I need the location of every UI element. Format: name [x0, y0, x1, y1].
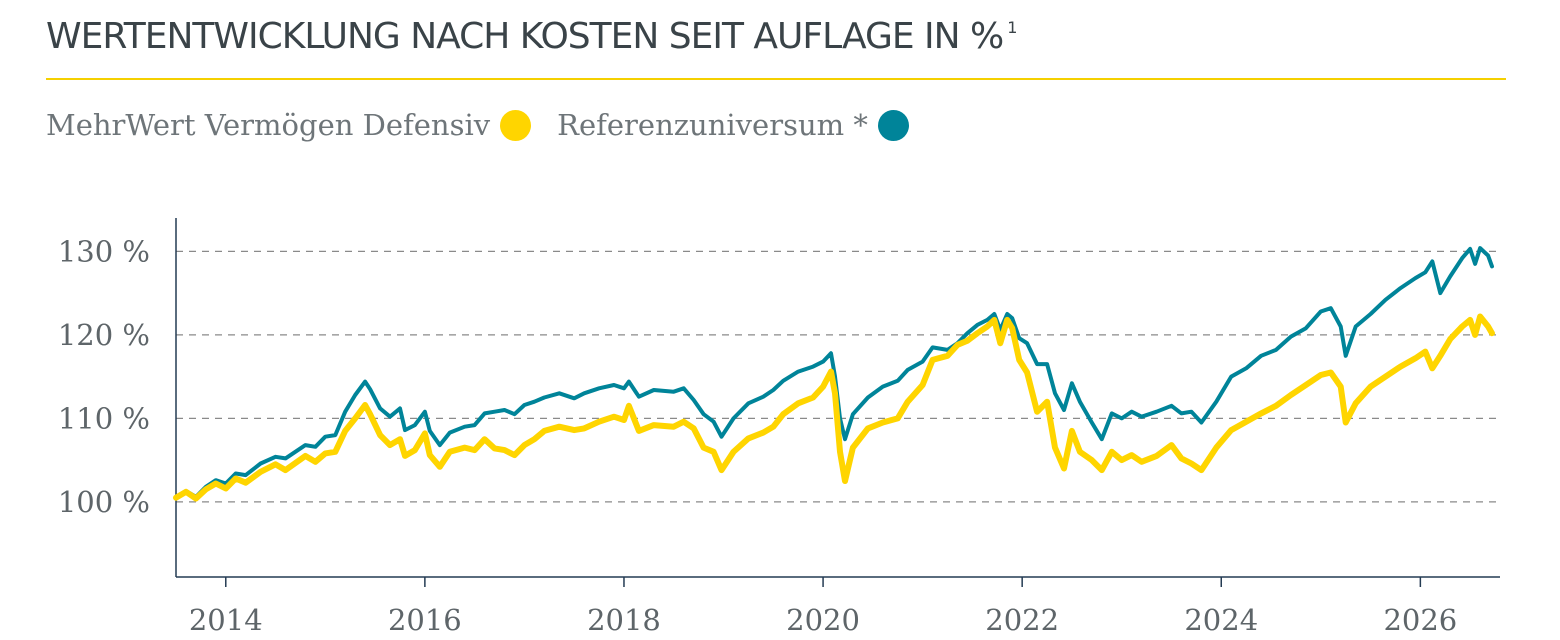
legend-item-reference: Referenzuniversum * — [557, 108, 909, 142]
series-line-fund — [173, 313, 1495, 502]
x-tick-label-2022: 2022 — [985, 603, 1059, 637]
chart-title: WERTENTWICKLUNG NACH KOSTEN SEIT AUFLAGE… — [46, 16, 1017, 57]
chart-title-text: WERTENTWICKLUNG NACH KOSTEN SEIT AUFLAGE… — [46, 16, 1004, 57]
legend-item-fund: MehrWert Vermögen Defensiv — [46, 108, 532, 142]
x-tick-label-2020: 2020 — [786, 603, 860, 637]
footnote-mark: 1 — [1007, 18, 1017, 37]
y-tick-label-130: 130 % — [58, 234, 150, 268]
x-tick-label-2016: 2016 — [388, 603, 462, 637]
legend-swatch-fund — [500, 109, 532, 141]
y-tick-label-120: 120 % — [58, 318, 150, 352]
y-tick-label-110: 110 % — [58, 401, 150, 435]
title-divider — [46, 78, 1506, 80]
legend: MehrWert Vermögen Defensiv Referenzunive… — [46, 108, 935, 142]
y-tick-label-100: 100 % — [58, 485, 150, 519]
legend-label-fund: MehrWert Vermögen Defensiv — [46, 108, 491, 142]
legend-label-reference: Referenzuniversum * — [557, 108, 868, 142]
legend-swatch-reference — [877, 109, 909, 141]
x-tick-label-2014: 2014 — [189, 603, 263, 637]
x-tick-label-2026: 2026 — [1383, 603, 1457, 637]
x-tick-label-2018: 2018 — [587, 603, 661, 637]
x-tick-label-2024: 2024 — [1184, 603, 1258, 637]
